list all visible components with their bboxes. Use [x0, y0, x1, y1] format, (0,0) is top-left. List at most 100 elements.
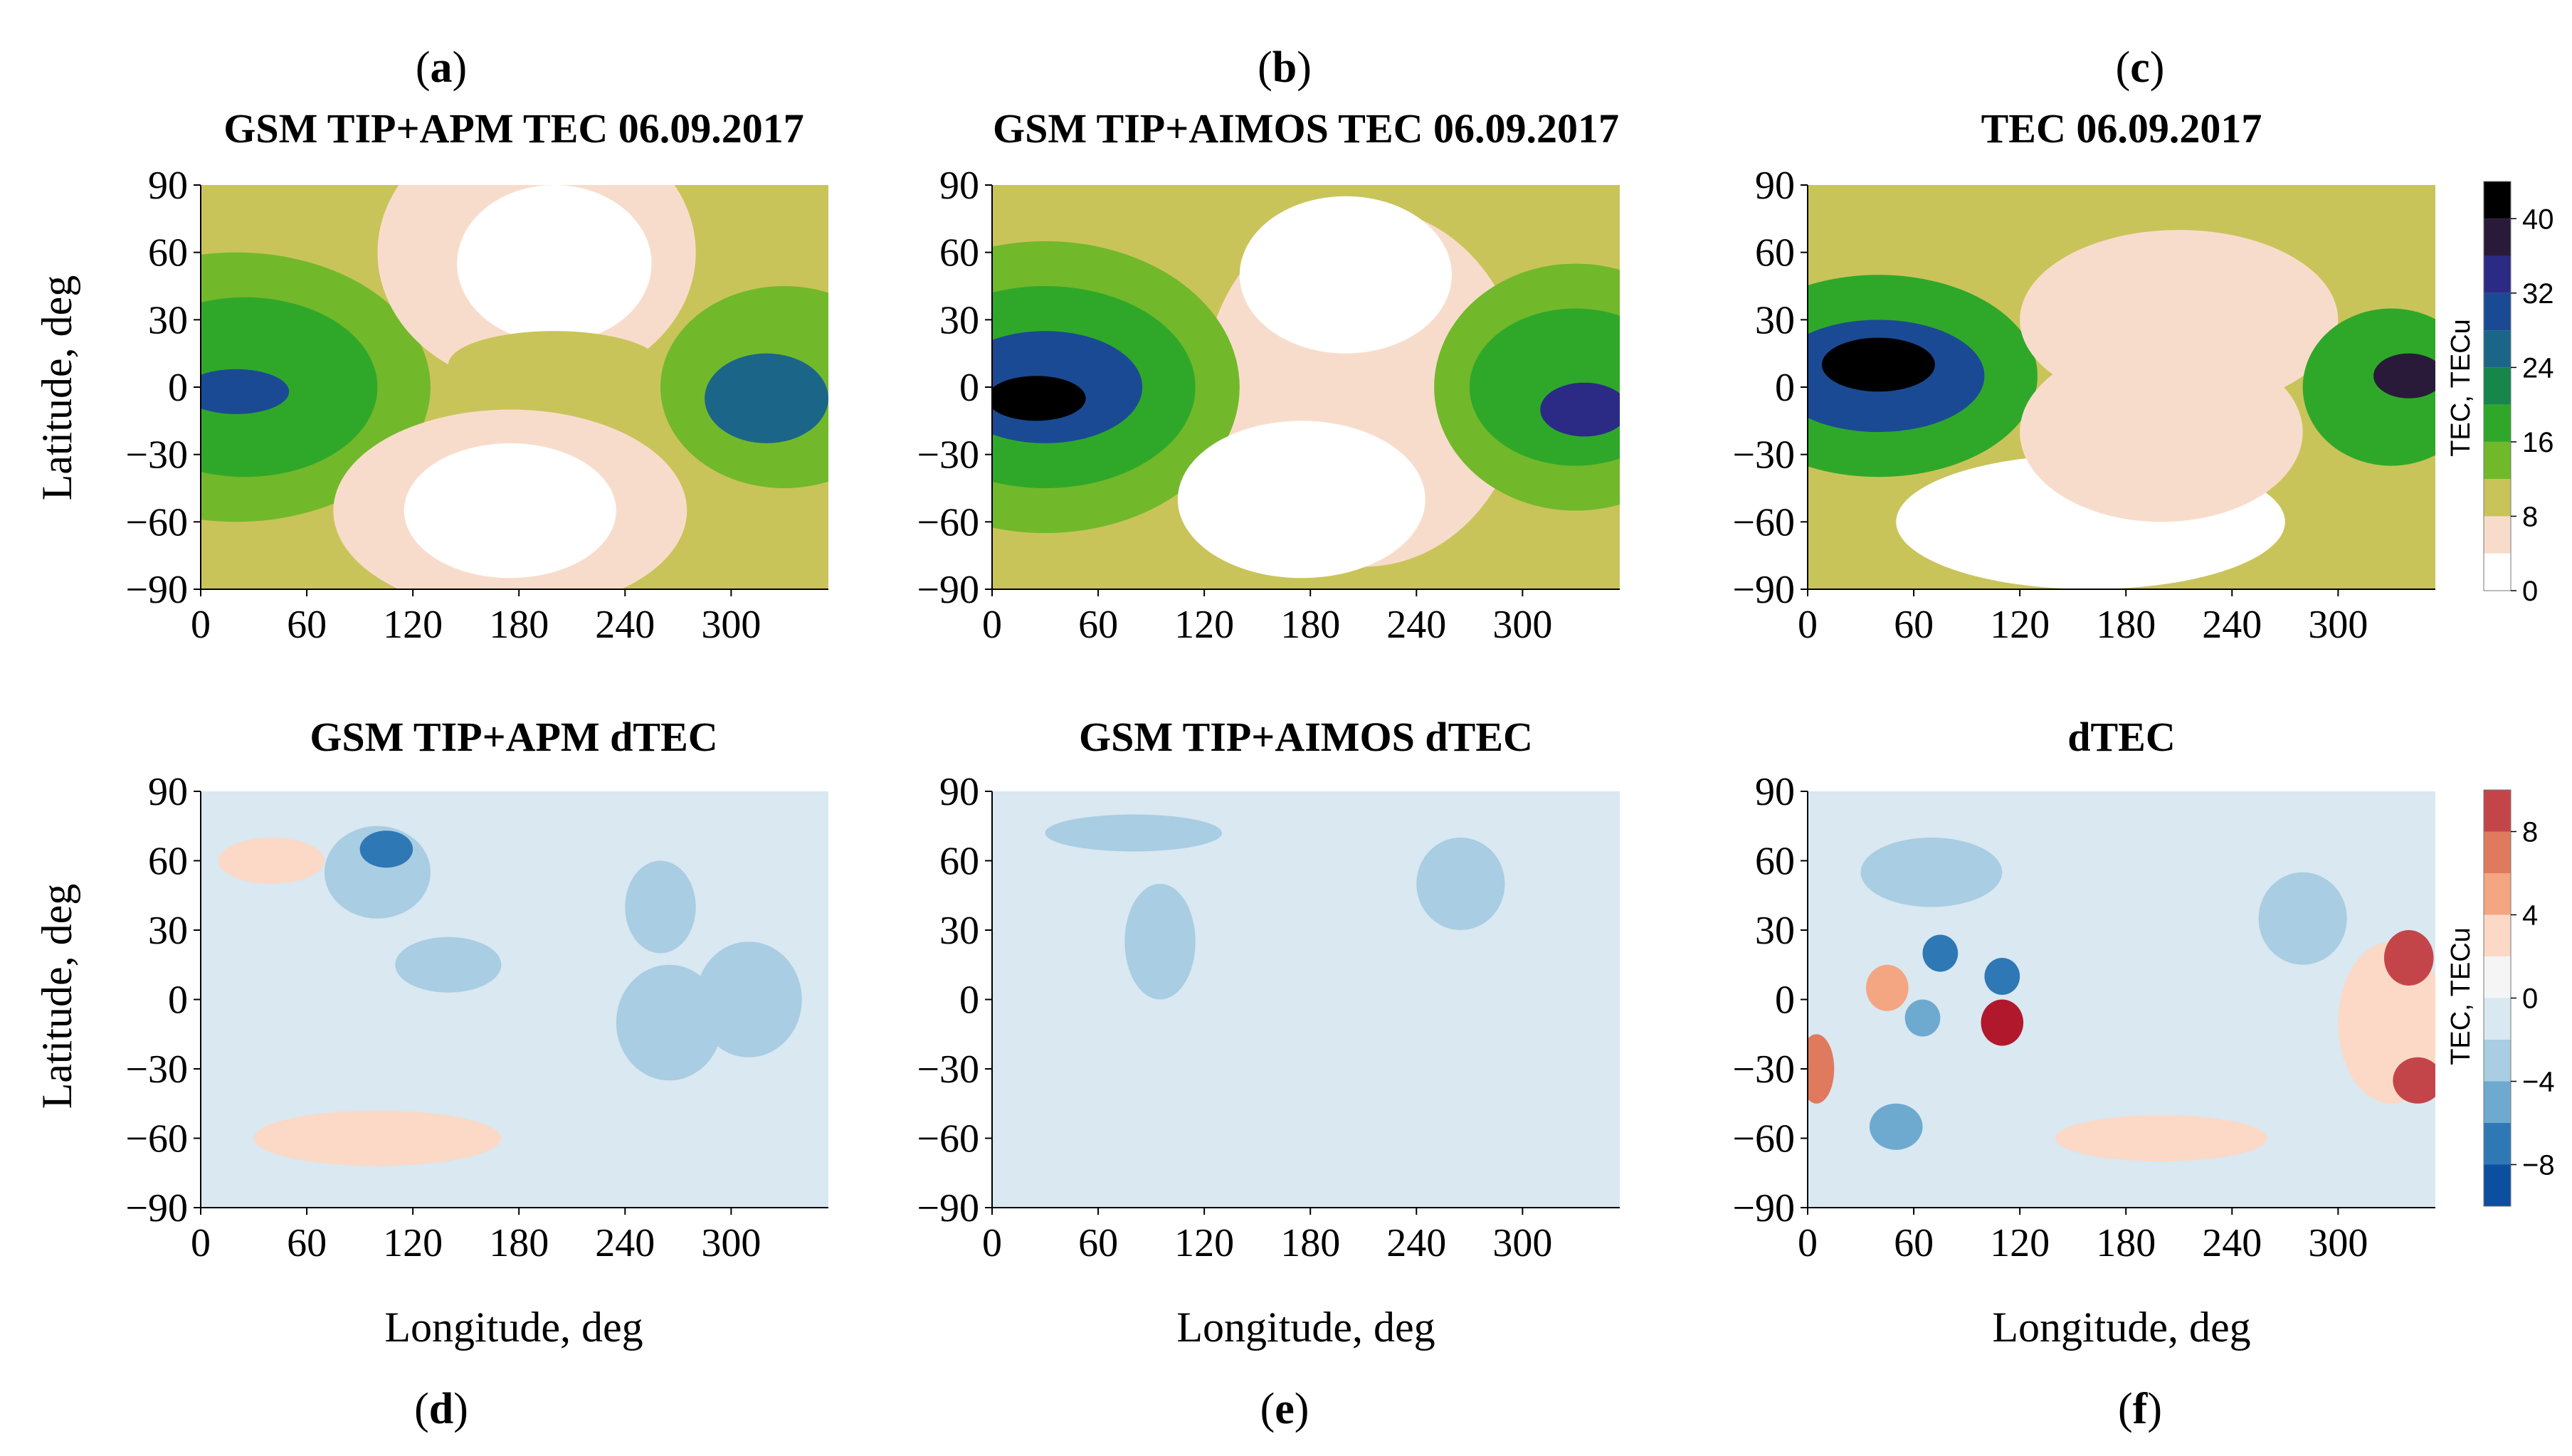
contour-region [395, 937, 502, 993]
x-tick-label: 60 [1894, 1221, 1934, 1265]
y-tick-label: −30 [1732, 433, 1795, 478]
y-tick-label: 60 [148, 840, 188, 884]
contour-region [1177, 421, 1425, 579]
colorbar-swatch [2484, 1040, 2511, 1082]
contour-region [2258, 872, 2347, 965]
colorbar-swatch [2484, 292, 2511, 331]
contour-region [2383, 930, 2434, 986]
contour-region [1860, 838, 2003, 907]
panel-title-b: GSM TIP+AIMOS TEC 06.09.2017 [993, 105, 1619, 152]
x-tick-label: 0 [982, 1221, 1002, 1265]
y-tick-label: −30 [917, 1048, 979, 1092]
contour-region [457, 185, 652, 342]
colorbar-swatch [2484, 441, 2511, 480]
x-axis-label-e: Longitude, deg [1176, 1304, 1435, 1351]
y-tick-label: −60 [1732, 1117, 1795, 1161]
colorbar-tick-label: 4 [2522, 900, 2538, 932]
contour-region [616, 964, 722, 1081]
y-tick-label: 30 [939, 909, 979, 953]
x-tick-label: 300 [2308, 603, 2368, 647]
y-tick-label: 0 [168, 978, 188, 1023]
y-tick-label: 30 [148, 909, 188, 953]
colorbar-dtec-label: TEC, TECu [2446, 927, 2476, 1065]
y-tick-label: 60 [939, 840, 979, 884]
y-axis-label-bottom: Latitude, deg [33, 884, 80, 1109]
y-tick-label: −30 [125, 433, 188, 478]
colorbar-swatch [2484, 873, 2511, 915]
x-tick-label: 300 [701, 603, 761, 647]
panel-title-a: GSM TIP+APM TEC 06.09.2017 [223, 105, 804, 152]
x-tick-label: 300 [1492, 603, 1552, 647]
y-tick-label: 90 [939, 164, 979, 208]
x-tick-label: 180 [489, 603, 549, 647]
x-tick-label: 120 [1174, 1221, 1234, 1265]
y-tick-label: −60 [917, 1117, 979, 1161]
contour-region [1540, 382, 1620, 437]
y-tick-label: −90 [917, 1186, 979, 1230]
colorbar-swatch [2484, 479, 2511, 517]
panel-letter-e: (e) [1260, 1385, 1309, 1433]
y-tick-label: −90 [125, 568, 188, 612]
colorbar-tick-label: 40 [2522, 204, 2554, 235]
heatmap-e [992, 791, 1620, 1208]
y-tick-label: 0 [168, 366, 188, 410]
y-tick-label: 0 [959, 978, 979, 1023]
heatmap-f [1808, 791, 2435, 1208]
colorbar-tick-label: 8 [2522, 817, 2538, 848]
y-axis-label-top: Latitude, deg [33, 275, 80, 501]
y-tick-label: 90 [1755, 770, 1795, 814]
y-tick-label: 30 [148, 298, 188, 342]
contour-region [1984, 958, 2020, 995]
contour-region [705, 353, 828, 443]
contour-region [2302, 308, 2435, 466]
contour-region [992, 376, 1086, 421]
contour-region [404, 443, 616, 579]
x-tick-label: 240 [595, 603, 655, 647]
colorbar-swatch [2484, 998, 2511, 1040]
colorbar-tec: 40 32 24 16 8 0 [2483, 181, 2554, 607]
contour-region [201, 297, 378, 478]
x-tick-label: 300 [2308, 1221, 2368, 1265]
contour-region [695, 941, 802, 1057]
x-tick-label: 120 [1990, 603, 2050, 647]
colorbar-tick-label: 0 [2522, 576, 2538, 607]
y-tick-label: 60 [1755, 231, 1795, 275]
contour-region [253, 1110, 502, 1166]
colorbar-swatch [2484, 831, 2511, 873]
colorbar-tick-label: 32 [2522, 278, 2554, 310]
x-tick-label: 240 [2202, 603, 2262, 647]
colorbar-tick-label: 0 [2522, 983, 2538, 1015]
x-tick-label: 240 [1386, 1221, 1446, 1265]
contour-region [218, 838, 325, 884]
colorbar-swatch [2484, 330, 2511, 368]
y-tick-label: −90 [1732, 1186, 1795, 1230]
x-tick-label: 240 [1386, 603, 1446, 647]
y-tick-label: −30 [125, 1048, 188, 1092]
colorbar-swatch [2484, 218, 2511, 256]
heatmap-d [201, 791, 828, 1208]
colorbar-swatch [2484, 367, 2511, 405]
y-tick-label: 90 [1755, 164, 1795, 208]
x-tick-label: 0 [191, 603, 211, 647]
y-tick-label: 90 [148, 164, 188, 208]
panel-title-e: GSM TIP+AIMOS dTEC [1079, 714, 1533, 760]
contour-region [1904, 999, 1941, 1037]
colorbar-swatch [2484, 790, 2511, 832]
colorbar-border [2483, 181, 2512, 591]
colorbar-tick-label: 16 [2522, 427, 2554, 458]
colorbar-tec-label: TEC, TECu [2446, 319, 2476, 457]
y-tick-label: −30 [1732, 1048, 1795, 1092]
colorbar-dtec: 8 4 0 −4 −8 [2483, 789, 2555, 1207]
colorbar-swatch [2484, 181, 2511, 219]
panel-title-d: GSM TIP+APM dTEC [310, 714, 717, 760]
y-tick-label: −90 [125, 1186, 188, 1230]
panel-letter-f: (f) [2118, 1385, 2162, 1433]
y-tick-label: 90 [148, 770, 188, 814]
x-tick-label: 120 [1174, 603, 1234, 647]
x-tick-label: 0 [1798, 1221, 1818, 1265]
contour-region [2055, 1115, 2267, 1161]
panel-letter-d: (d) [414, 1385, 468, 1433]
x-tick-label: 300 [1492, 1221, 1552, 1265]
contour-region [1821, 337, 1935, 392]
